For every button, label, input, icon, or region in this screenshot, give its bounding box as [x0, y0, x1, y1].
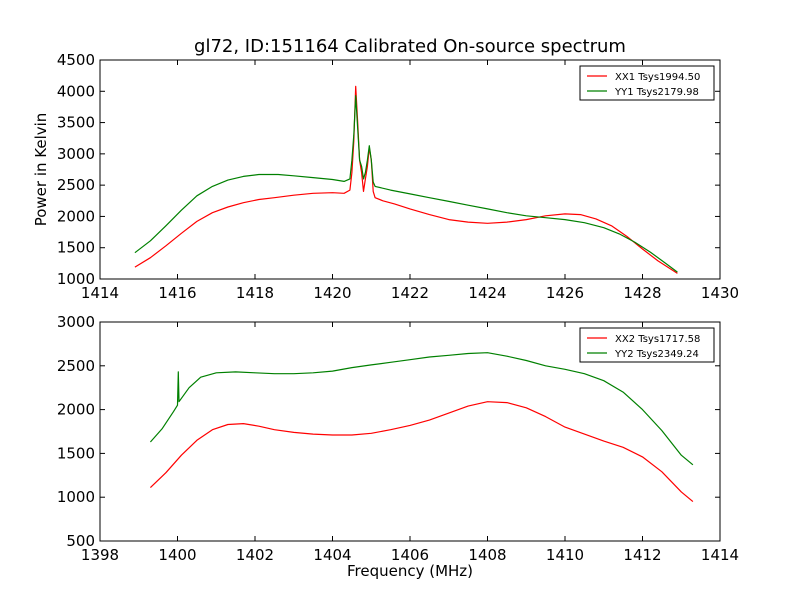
- legend-entry: YY1 Tsys2179.98: [614, 87, 699, 98]
- y-tick-label: 3000: [57, 145, 95, 163]
- y-tick-label: 4000: [57, 82, 95, 100]
- y-tick-label: 1500: [57, 239, 95, 257]
- x-tick-label: 1404: [313, 546, 351, 564]
- legend-box: [579, 65, 715, 101]
- x-tick-label: 1410: [546, 546, 584, 564]
- y-tick-label: 1500: [57, 444, 95, 462]
- x-tick-label: 1398: [81, 546, 119, 564]
- series-line-yy1: [134, 95, 678, 273]
- x-tick-label: 1418: [236, 284, 274, 302]
- legend-entry: XX2 Tsys1717.58: [615, 334, 700, 345]
- x-tick-label: 1416: [158, 284, 196, 302]
- series-line-xx1: [134, 85, 678, 274]
- x-tick-label: 1408: [468, 546, 506, 564]
- legend-box: [579, 327, 715, 363]
- y-tick-label: 2000: [57, 401, 95, 419]
- x-tick-label: 1402: [236, 546, 274, 564]
- x-axis-label: Frequency (MHz): [347, 562, 473, 580]
- x-tick-label: 1422: [391, 284, 429, 302]
- y-tick-label: 500: [66, 532, 95, 550]
- x-tick-label: 1426: [546, 284, 584, 302]
- y-tick-label: 2500: [57, 357, 95, 375]
- x-tick-label: 1412: [623, 546, 661, 564]
- series-line-xx2: [149, 401, 694, 503]
- x-tick-label: 1428: [623, 284, 661, 302]
- x-tick-label: 1414: [81, 284, 119, 302]
- x-tick-label: 1400: [158, 546, 196, 564]
- x-tick-label: 1406: [391, 546, 429, 564]
- x-tick-label: 1424: [468, 284, 506, 302]
- x-tick-label: 1430: [701, 284, 739, 302]
- legend-entry: YY2 Tsys2349.24: [614, 349, 699, 360]
- y-axis-label: Power in Kelvin: [32, 113, 50, 227]
- y-tick-label: 1000: [57, 270, 95, 288]
- y-tick-label: 2000: [57, 207, 95, 225]
- y-tick-label: 2500: [57, 176, 95, 194]
- y-tick-label: 3000: [57, 313, 95, 331]
- y-tick-label: 4500: [57, 51, 95, 69]
- top-panel: 1414 1416 1418 1420 1422 1424 1426 1428 1430 1000…: [57, 51, 739, 302]
- legend-entry: XX1 Tsys1994.50: [615, 72, 700, 83]
- x-tick-label: 1414: [701, 546, 739, 564]
- bottom-panel: 1398 1400 1402 1404 1406 1408 1410 1412 1414 500 1…: [57, 313, 739, 564]
- x-tick-label: 1420: [313, 284, 351, 302]
- series-line-yy2: [149, 352, 694, 466]
- y-tick-label: 1000: [57, 488, 95, 506]
- y-tick-label: 3500: [57, 114, 95, 132]
- chart-title: gl72, ID:151164 Calibrated On-source spe…: [194, 36, 626, 57]
